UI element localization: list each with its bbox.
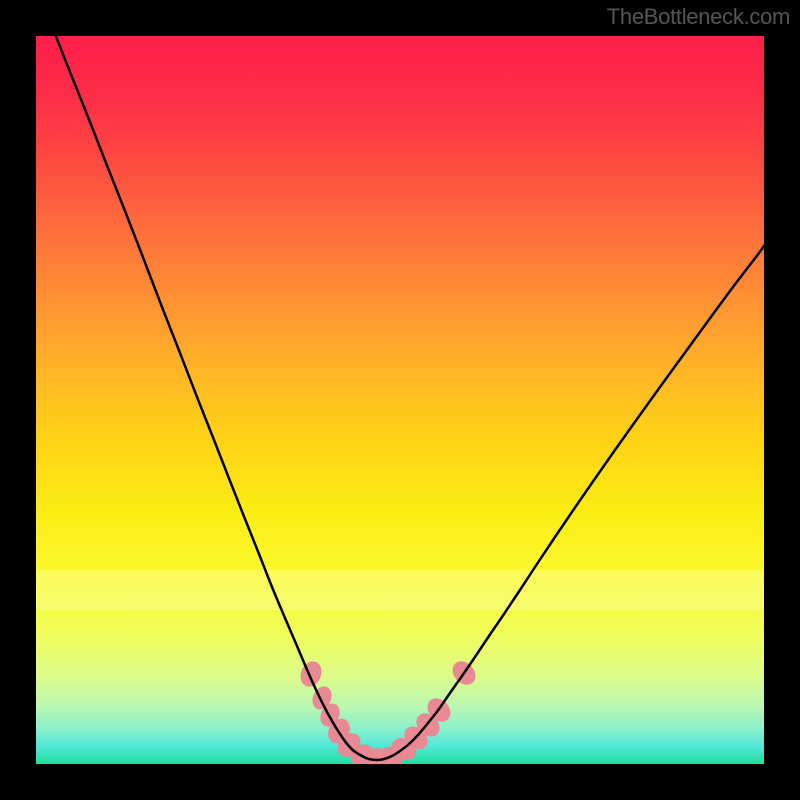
chart-container: TheBottleneck.com xyxy=(0,0,800,800)
highlight-band xyxy=(36,570,764,610)
plot-background xyxy=(36,36,764,764)
watermark-text: TheBottleneck.com xyxy=(607,4,790,30)
bottleneck-chart xyxy=(0,0,800,800)
